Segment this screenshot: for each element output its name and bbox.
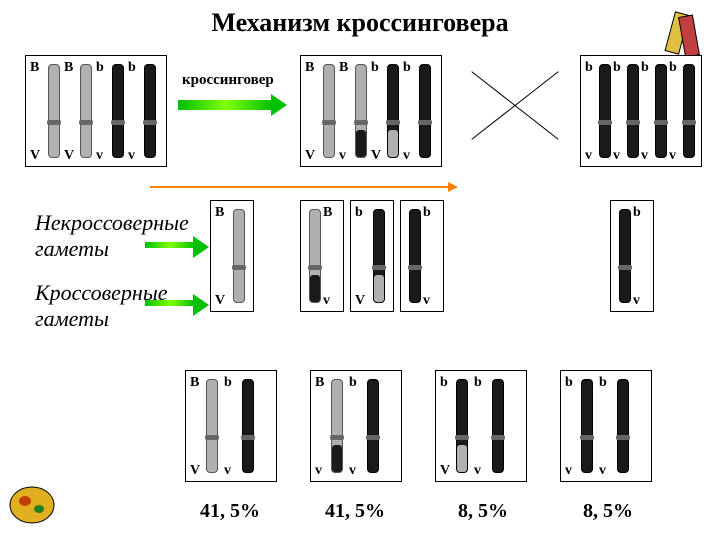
gamete-bv-right: b v [610,200,654,312]
offspring-4: b b v v [560,370,652,482]
green-arrow-1 [178,100,273,110]
pct-2: 41, 5% [325,500,385,523]
gamete-Bv: B v [300,200,344,312]
green-arrow-3 [145,300,195,306]
pct-1: 41, 5% [200,500,260,523]
green-arrow-2 [145,242,195,248]
offspring-1: B b V v [185,370,277,482]
x-cross [460,60,570,150]
cross-label: Кроссоверные гаметы [35,280,167,332]
noncross-label: Некроссоверные гаметы [35,210,189,262]
gamete-BV: B V [210,200,254,312]
pct-3: 8, 5% [458,500,508,523]
blob-icon [5,475,60,530]
recombinant-box: B B b b V v V v [300,55,442,167]
parent-box-1: B B b b V V v v [25,55,167,167]
pct-4: 8, 5% [583,500,633,523]
page-title: Механизм кроссинговера [0,0,720,38]
offspring-3: b b V v [435,370,527,482]
crossover-label: кроссинговер [182,72,274,89]
orange-arrow-top [150,186,450,188]
gamete-bv-left: b v [400,200,444,312]
offspring-2: B b v v [310,370,402,482]
gamete-bV: b V [350,200,394,312]
parent-box-2: b b b b v v v v [580,55,702,167]
